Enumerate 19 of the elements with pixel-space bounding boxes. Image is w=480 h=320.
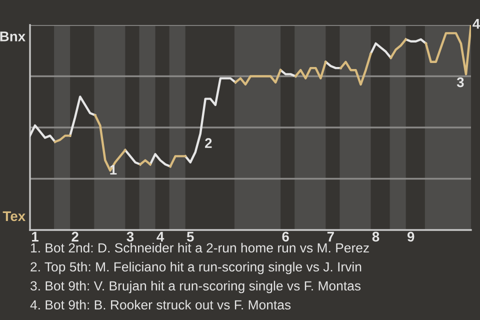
text: 1. Bot 2nd: D. Schneider hit a 2-run home run vs M. Perez: [31, 242, 369, 253]
x-tick-label: 6: [282, 232, 289, 242]
x-tick-label: 2: [72, 232, 78, 242]
x-tick-label: 8: [372, 232, 380, 242]
text: 4: [472, 19, 480, 29]
text: 4. Bot 9th: B. Rooker struck out vs F. Montas: [30, 300, 291, 310]
x-tick-label: 4: [156, 232, 164, 242]
x-tick-label: 9: [407, 232, 414, 242]
text: Tex: [2, 211, 26, 222]
annotation: 1: [110, 164, 117, 175]
annotation: 2: [205, 138, 212, 148]
text: 2. Top 5th: M. Feliciano hit a run-scoring single vs J. Irvin: [30, 262, 362, 274]
x-tick-label: 3: [126, 232, 134, 242]
x-tick-label: 7: [327, 232, 334, 242]
text: 3. Bot 9th: V. Brujan hit a run-scoring single vs F. Montas: [30, 280, 361, 294]
x-tick-label: 5: [186, 232, 194, 242]
text: Bnx: [0, 32, 26, 42]
annotation: 3: [456, 77, 464, 88]
x-tick-label: 1: [32, 232, 38, 242]
